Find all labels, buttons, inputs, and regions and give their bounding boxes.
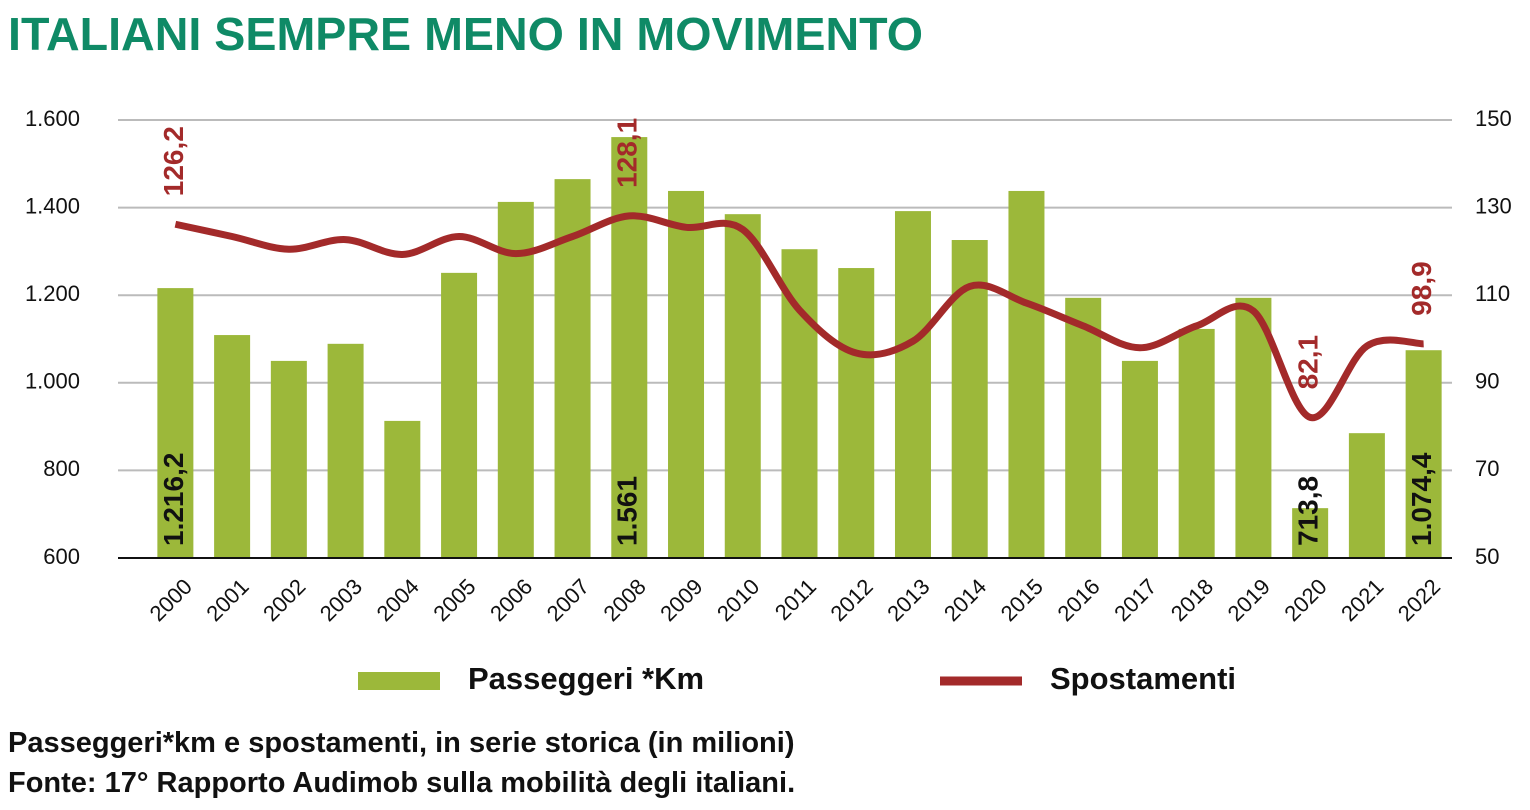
y-tick-label: 800	[43, 456, 80, 481]
line-value-label: 126,2	[158, 126, 189, 196]
legend-label: Passeggeri *Km	[468, 661, 704, 696]
x-tick-label: 2010	[712, 574, 764, 626]
bar	[1292, 508, 1329, 558]
y-tick-label: 1.200	[25, 281, 80, 306]
bar	[838, 268, 875, 558]
y2-tick-label: 110	[1475, 281, 1510, 306]
x-tick-label: 2000	[145, 574, 197, 626]
bar	[1235, 297, 1272, 558]
legend-label: Spostamenti	[1050, 661, 1236, 696]
bar	[1065, 297, 1102, 558]
y-tick-label: 1.000	[25, 369, 80, 394]
x-tick-label: 2009	[655, 574, 707, 626]
bar	[1008, 190, 1045, 558]
x-tick-label: 2017	[1109, 574, 1161, 626]
y-tick-label: 1.600	[25, 106, 80, 131]
x-tick-label: 2003	[315, 574, 367, 626]
x-tick-label: 2004	[372, 574, 424, 626]
x-tick-label: 2001	[201, 574, 253, 626]
x-tick-label: 2014	[939, 574, 991, 626]
bar	[1348, 433, 1385, 558]
bar	[497, 201, 534, 558]
bar	[781, 249, 818, 558]
y2-tick-label: 130	[1475, 193, 1512, 218]
bar-value-label: 713,8	[1293, 476, 1324, 546]
bar	[441, 272, 478, 558]
y2-tick-label: 150	[1475, 106, 1512, 131]
x-tick-label: 2015	[996, 574, 1048, 626]
bar	[1121, 360, 1158, 558]
x-tick-label: 2021	[1336, 574, 1388, 626]
subtitle: Passeggeri*km e spostamenti, in serie st…	[8, 727, 794, 759]
bar-value-label: 1.216,2	[158, 453, 189, 546]
x-tick-label: 2018	[1166, 574, 1218, 626]
y-tick-label: 600	[43, 544, 80, 569]
bar	[384, 420, 421, 558]
x-tick-label: 2002	[258, 574, 310, 626]
bar	[894, 211, 931, 558]
bar	[1405, 350, 1442, 558]
line-value-label: 82,1	[1293, 335, 1324, 390]
y2-tick-label: 50	[1475, 544, 1499, 569]
x-tick-label: 2011	[770, 574, 821, 625]
bar	[327, 343, 364, 558]
legend-swatch	[358, 672, 440, 690]
x-tick-label: 2006	[485, 574, 537, 626]
x-tick-label: 2008	[599, 574, 651, 626]
source: Fonte: 17° Rapporto Audimob sulla mobili…	[8, 767, 795, 799]
line	[174, 212, 1424, 421]
bar	[270, 360, 307, 558]
chart-title: ITALIANI SEMPRE MENO IN MOVIMENTO	[8, 8, 923, 60]
y2-tick-label: 70	[1475, 456, 1499, 481]
bar	[157, 288, 194, 558]
line-value-label: 128,1	[612, 118, 643, 188]
x-tick-label: 2013	[882, 574, 934, 626]
x-tick-label: 2022	[1393, 574, 1445, 626]
x-tick-label: 2019	[1223, 574, 1275, 626]
bar-value-label: 1.561	[612, 476, 643, 546]
line-value-label: 98,9	[1406, 261, 1437, 316]
x-tick-label: 2020	[1279, 574, 1331, 626]
x-tick-label: 2016	[1052, 574, 1104, 626]
bar	[214, 335, 251, 558]
x-tick-label: 2005	[428, 574, 480, 626]
bar-value-label: 1.074,4	[1406, 452, 1437, 546]
bar	[668, 190, 705, 558]
y-tick-label: 1.400	[25, 193, 80, 218]
x-tick-label: 2007	[542, 574, 594, 626]
bar	[611, 137, 648, 558]
bar	[1178, 328, 1215, 558]
y2-tick-label: 90	[1475, 369, 1499, 394]
bar	[724, 214, 761, 559]
x-tick-label: 2012	[825, 574, 877, 626]
